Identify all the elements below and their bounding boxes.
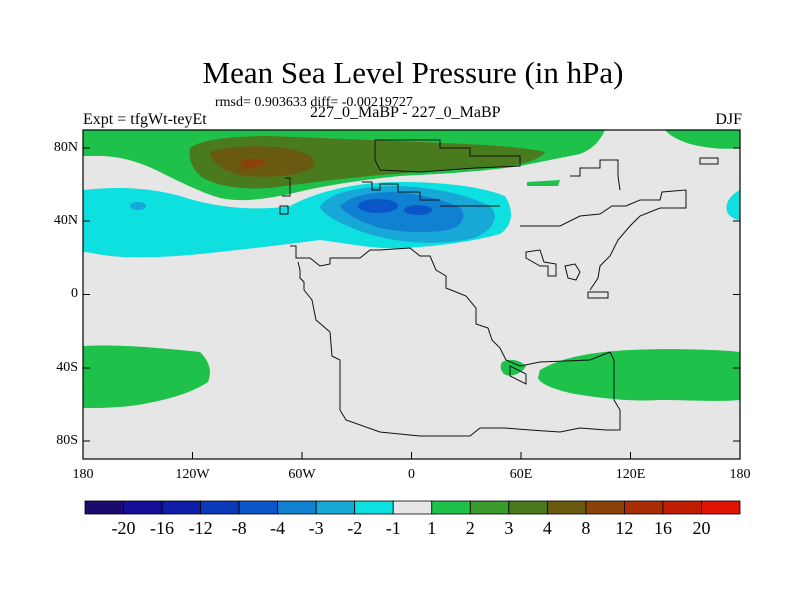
axis-ticks xyxy=(82,147,741,459)
colorbar-label: -20 xyxy=(111,518,136,538)
colorbar-label: -4 xyxy=(270,518,286,538)
experiment-label: Expt = tfgWt-teyEt xyxy=(83,111,207,128)
colorbar-label: -8 xyxy=(231,518,247,538)
colorbar-label: 16 xyxy=(653,518,672,538)
comparison-label: 227_0_MaBP - 227_0_MaBP xyxy=(310,104,501,121)
y-tick-label: 0 xyxy=(71,286,78,301)
contour-small-green xyxy=(527,180,560,186)
colorbar-label: 8 xyxy=(581,518,591,538)
colorbar-label: 12 xyxy=(615,518,634,538)
colorbar-label: 2 xyxy=(465,518,475,538)
colorbar-label: -3 xyxy=(308,518,324,538)
colorbar-swatch xyxy=(354,500,394,515)
y-tick-label: 80N xyxy=(53,140,78,155)
x-tick-label: 60E xyxy=(509,467,533,482)
colorbar-swatch xyxy=(315,500,356,515)
colorbar-label: -2 xyxy=(347,518,363,538)
colorbar-label: 3 xyxy=(504,518,514,538)
contour-negative-4b xyxy=(404,205,432,215)
colorbar-swatch xyxy=(431,500,471,515)
x-tick-label: 180 xyxy=(729,467,751,482)
contour-south-west xyxy=(83,345,210,408)
colorbar-swatch xyxy=(624,500,664,515)
colorbar-swatch xyxy=(123,500,163,515)
x-tick-label: 120E xyxy=(615,467,646,482)
colorbar-label: 20 xyxy=(692,518,711,538)
contour-positive-8 xyxy=(240,159,266,169)
colorbar-swatch xyxy=(238,500,279,515)
colorbar-swatch xyxy=(662,500,702,515)
y-tick-label: 80S xyxy=(56,433,78,448)
x-tick-label: 180 xyxy=(72,467,94,482)
colorbar-label: -1 xyxy=(385,518,401,538)
colorbar-swatch xyxy=(469,500,510,515)
x-tick-label: 120W xyxy=(175,467,210,482)
contour-south-east xyxy=(538,349,740,401)
colorbar-swatch xyxy=(585,500,625,515)
contour-east-cyan xyxy=(726,190,740,220)
colorbar-swatch xyxy=(200,500,240,515)
colorbar-swatch xyxy=(546,500,587,515)
contour-negative-4 xyxy=(358,199,398,213)
colorbar-swatch xyxy=(84,500,124,515)
contour-small-cyan xyxy=(130,202,146,210)
colorbar-swatch xyxy=(701,500,741,515)
colorbar-label: -16 xyxy=(150,518,175,538)
contour-north-green-east xyxy=(665,130,740,149)
colorbar-swatch xyxy=(277,500,317,515)
colorbar-swatch xyxy=(392,500,433,515)
colorbar-swatch xyxy=(508,500,548,515)
season-label: DJF xyxy=(715,111,742,128)
stats-label: rmsd= 0.903633 diff= -0.00219727 xyxy=(215,95,413,110)
y-tick-label: 40N xyxy=(53,213,78,228)
colorbar-swatch xyxy=(161,500,201,515)
coastlines xyxy=(279,139,719,437)
y-tick-label: 40S xyxy=(56,360,78,375)
chart-title: Mean Sea Level Pressure (in hPa) xyxy=(202,55,624,90)
colorbar-label: -12 xyxy=(188,518,213,538)
x-tick-label: 60W xyxy=(288,467,316,482)
colorbar-label: 1 xyxy=(427,518,437,538)
colorbar-label: 4 xyxy=(542,518,552,538)
x-tick-label: 0 xyxy=(408,467,415,482)
